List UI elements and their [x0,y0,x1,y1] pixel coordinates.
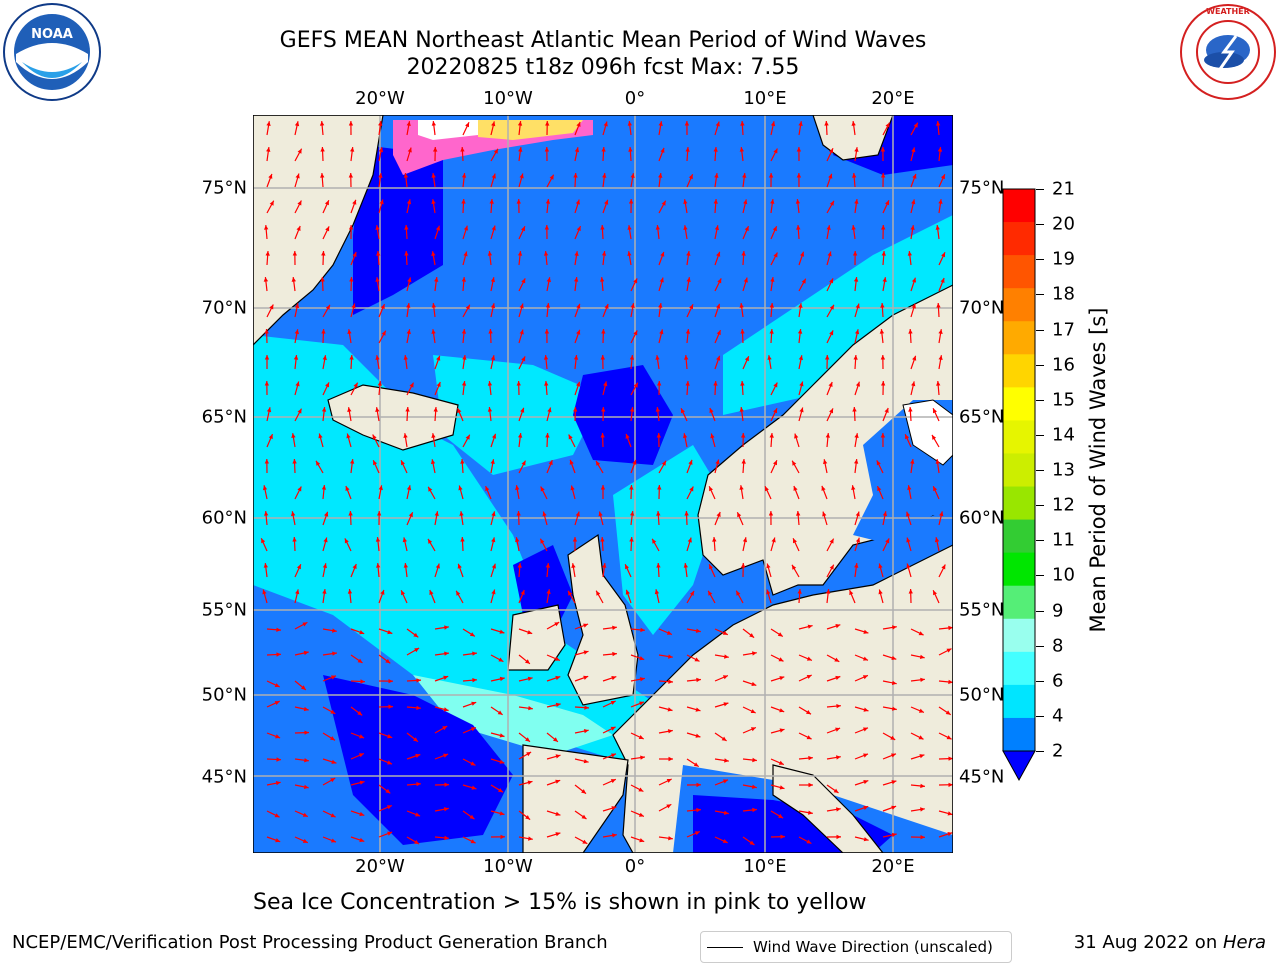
lat-label-left-65n: 65°N [202,407,247,428]
colorbar-tick-mark [1036,330,1044,331]
colorbar-tick-mark [1036,751,1044,752]
colorbar-tick-label: 18 [1052,284,1075,305]
lat-label-left-75n: 75°N [202,178,247,199]
colorbar-tick-label: 12 [1052,495,1075,516]
lat-label-right-50n: 50°N [959,685,1004,706]
lon-label-top-10w: 10°W [483,88,533,109]
lon-label-bottom-10w: 10°W [483,856,533,877]
colorbar-tick-label: 19 [1052,249,1075,270]
lon-label-top-0: 0° [625,88,645,109]
footer-date: 31 Aug 2022 on Hera [1074,932,1266,953]
footer-branch: NCEP/EMC/Verification Post Processing Pr… [12,932,608,953]
legend-line-swatch [707,947,743,948]
colorbar-tick-mark [1036,189,1044,190]
colorbar-segment [1003,189,1035,223]
lon-label-bottom-10e: 10°E [743,856,786,877]
colorbar-under-triangle [1003,751,1035,780]
colorbar-segment [1003,222,1035,256]
colorbar-segment [1003,354,1035,388]
colorbar-tick-label: 14 [1052,424,1075,445]
colorbar-tick-label: 2 [1052,741,1063,762]
lon-label-bottom-20e: 20°E [871,856,914,877]
colorbar-segment [1003,619,1035,653]
lat-label-right-75n: 75°N [959,178,1004,199]
noaa-logo: NOAA [2,2,102,102]
colorbar-tick-label: 15 [1052,389,1075,410]
lon-label-top-10e: 10°E [743,88,786,109]
colorbar-tick-mark [1036,575,1044,576]
lat-label-left-50n: 50°N [202,685,247,706]
svg-text:NOAA: NOAA [31,27,73,42]
colorbar-segment [1003,718,1035,752]
colorbar-tick-mark [1036,470,1044,471]
colorbar-tick-mark [1036,611,1044,612]
colorbar-tick-label: 10 [1052,565,1075,586]
colorbar-segment [1003,487,1035,521]
lat-label-right-65n: 65°N [959,407,1004,428]
colorbar-tick-label: 20 [1052,214,1075,235]
colorbar-segment [1003,586,1035,620]
lat-label-right-55n: 55°N [959,600,1004,621]
map-title: GEFS MEAN Northeast Atlantic Mean Period… [253,28,953,54]
colorbar-segment [1003,387,1035,421]
lat-label-right-70n: 70°N [959,298,1004,319]
lon-label-bottom-20w: 20°W [355,856,405,877]
colorbar-tick-label: 8 [1052,635,1063,656]
colorbar-tick-mark [1036,681,1044,682]
nws-logo: WEATHER [1178,2,1278,102]
lat-label-left-55n: 55°N [202,600,247,621]
colorbar-tick-label: 6 [1052,670,1063,691]
colorbar-label: Mean Period of Wind Waves [s] [1086,308,1110,633]
lat-label-left-70n: 70°N [202,298,247,319]
footer-date-text: 31 Aug 2022 on [1074,932,1223,953]
svg-text:WEATHER: WEATHER [1206,7,1250,16]
colorbar [1002,188,1036,788]
colorbar-segment [1003,553,1035,587]
sea-ice-note: Sea Ice Concentration > 15% is shown in … [253,890,1028,915]
colorbar-tick-label: 13 [1052,460,1075,481]
colorbar-tick-mark [1036,716,1044,717]
colorbar-tick-label: 17 [1052,319,1075,340]
colorbar-tick-label: 11 [1052,530,1075,551]
colorbar-tick-label: 4 [1052,705,1063,726]
colorbar-tick-label: 9 [1052,600,1063,621]
colorbar-segment [1003,321,1035,355]
colorbar-segment [1003,453,1035,487]
footer-host: Hera [1223,932,1266,953]
colorbar-segment [1003,255,1035,289]
map-legend: Wind Wave Direction (unscaled) [700,931,1012,963]
colorbar-segment [1003,420,1035,454]
colorbar-tick-mark [1036,435,1044,436]
map-panel: Wind Wave Direction (unscaled) [253,115,953,853]
colorbar-tick-mark [1036,646,1044,647]
colorbar-tick-mark [1036,505,1044,506]
colorbar-tick-label: 21 [1052,179,1075,200]
colorbar-tick-mark [1036,224,1044,225]
colorbar-tick-mark [1036,259,1044,260]
lat-label-left-60n: 60°N [202,508,247,529]
colorbar-segment [1003,652,1035,686]
map-subtitle: 20220825 t18z 096h fcst Max: 7.55 [253,55,953,81]
colorbar-tick-mark [1036,400,1044,401]
colorbar-tick-mark [1036,365,1044,366]
colorbar-segment [1003,288,1035,322]
lon-label-top-20w: 20°W [355,88,405,109]
colorbar-tick-mark [1036,294,1044,295]
lon-label-bottom-0: 0° [625,856,645,877]
lat-label-left-45n: 45°N [202,767,247,788]
colorbar-segment [1003,685,1035,719]
lon-label-top-20e: 20°E [871,88,914,109]
lat-label-right-45n: 45°N [959,767,1004,788]
colorbar-tick-label: 16 [1052,354,1075,375]
legend-label: Wind Wave Direction (unscaled) [753,938,993,956]
colorbar-tick-mark [1036,540,1044,541]
colorbar-segment [1003,520,1035,554]
map-canvas [253,115,953,853]
lat-label-right-60n: 60°N [959,508,1004,529]
